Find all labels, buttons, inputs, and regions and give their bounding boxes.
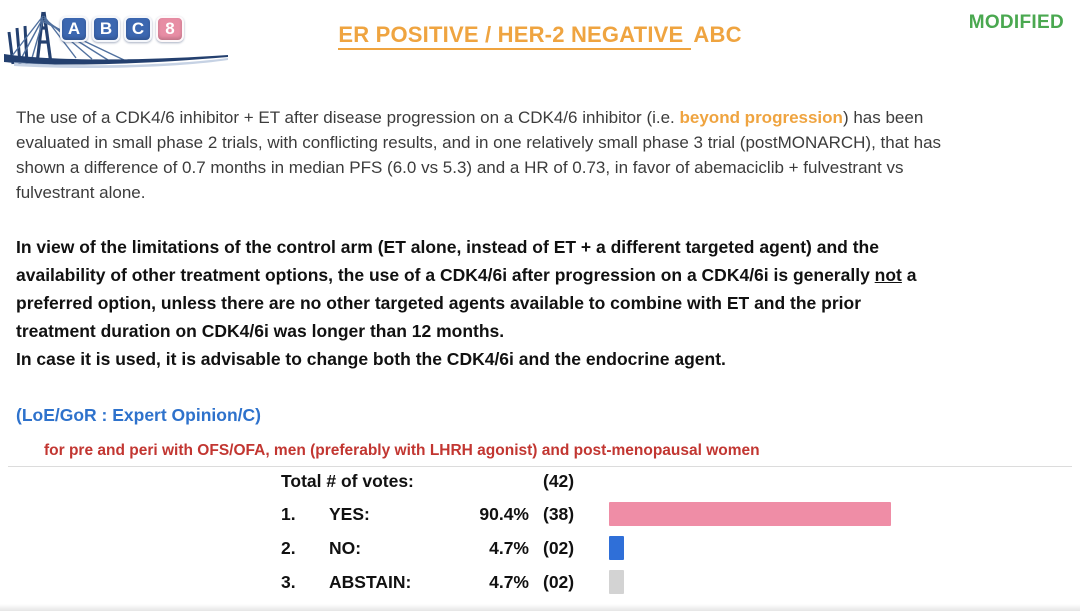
intro-paragraph: The use of a CDK4/6 inhibitor + ET after…: [16, 105, 1066, 205]
section-divider: [8, 466, 1072, 467]
votes-header: Total # of votes: (42): [281, 471, 1080, 493]
vote-bar-track: [609, 502, 1080, 526]
vote-percentage: 90.4%: [479, 503, 529, 524]
page-title: ER POSITIVE / HER-2 NEGATIVE ABC: [0, 22, 1080, 50]
recommendation-paragraph: In view of the limitations of the contro…: [16, 233, 1070, 457]
intro-paragraph-part2: ) has been evaluated in small phase 2 tr…: [16, 108, 942, 202]
vote-bar-track: [609, 570, 1080, 594]
total-votes-label: Total # of votes:: [281, 471, 414, 491]
vote-percentage: 4.7%: [489, 537, 529, 558]
recommendation-line2: In case it is used, it is advisable to c…: [16, 349, 726, 369]
beyond-progression-highlight: beyond progression: [679, 108, 843, 127]
modified-badge: MODIFIED: [968, 12, 1064, 33]
vote-label: NO:: [329, 537, 362, 558]
recommendation-part1: In view of the limitations of the contro…: [16, 237, 879, 285]
loe-gor-label: (LoE/GoR : Expert Opinion/C): [16, 405, 261, 425]
abc8-tiles: A B C 8: [60, 16, 184, 42]
vote-bar-yes: [609, 502, 892, 526]
logo-tile-c: C: [124, 16, 152, 42]
recommendation-part2: a preferred option, unless there are no …: [16, 265, 917, 341]
vote-row-no: 2. NO: 4.7% (02): [281, 535, 1080, 561]
vote-rank: 2.: [281, 537, 296, 558]
vote-count: (38): [543, 503, 575, 524]
vote-bar-abstain: [609, 570, 624, 594]
vote-percentage: 4.7%: [489, 571, 529, 592]
abc8-logo: A B C 8: [4, 2, 234, 74]
vote-label: ABSTAIN:: [329, 571, 412, 592]
vote-bar-no: [609, 536, 624, 560]
total-votes-count: (42): [543, 471, 575, 491]
logo-tile-b: B: [92, 16, 120, 42]
logo-tile-8: 8: [156, 16, 184, 42]
vote-row-abstain: 3. ABSTAIN: 4.7% (02): [281, 569, 1080, 595]
vote-row-yes: 1. YES: 90.4% (38): [281, 501, 1080, 527]
population-note: for pre and peri with OFS/OFA, men (pref…: [44, 442, 760, 459]
recommendation-not-word: not: [874, 265, 902, 285]
bottom-shadow: [0, 604, 1080, 611]
vote-label: YES:: [329, 503, 370, 524]
page-title-underlined: ER POSITIVE / HER-2 NEGATIVE: [338, 22, 692, 50]
vote-rank: 3.: [281, 571, 296, 592]
vote-count: (02): [543, 537, 575, 558]
vote-bar-track: [609, 536, 1080, 560]
logo-tile-a: A: [60, 16, 88, 42]
vote-rank: 1.: [281, 503, 296, 524]
page-title-rest: ABC: [693, 22, 742, 47]
intro-paragraph-part1: The use of a CDK4/6 inhibitor + ET after…: [16, 108, 680, 127]
votes-section: Total # of votes: (42) 1. YES: 90.4% (38…: [281, 471, 1080, 595]
vote-count: (02): [543, 571, 575, 592]
